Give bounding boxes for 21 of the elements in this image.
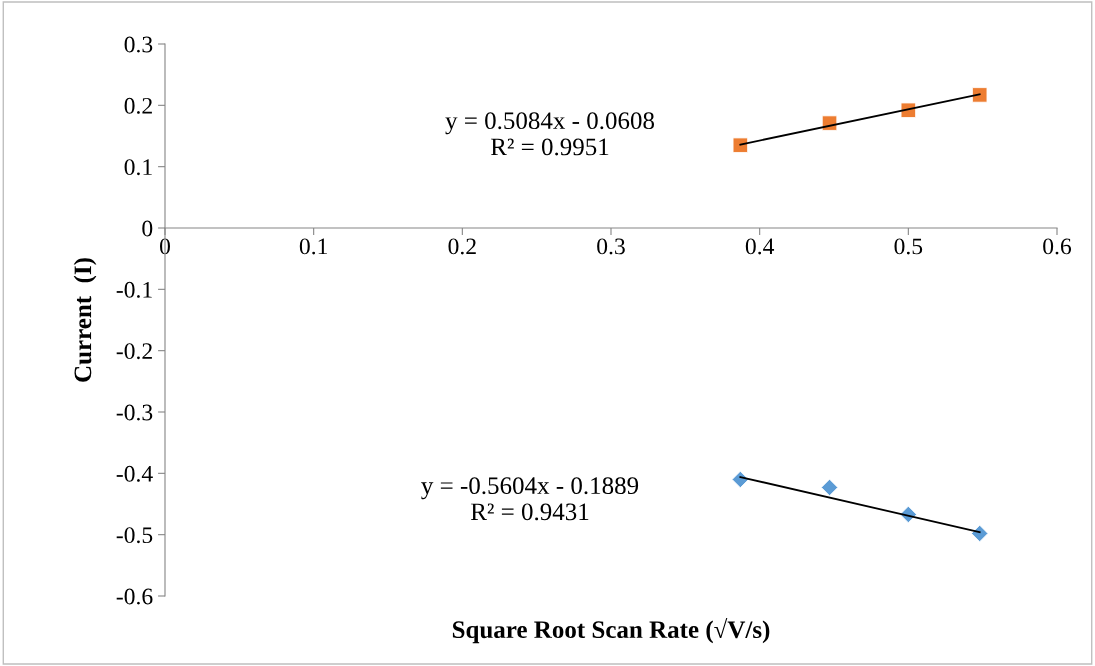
x-tick-label: 0.2: [448, 238, 476, 255]
y-tick-label: -0.1: [116, 281, 152, 298]
y-tick-label: -0.2: [116, 343, 152, 360]
y-tick-label: 0.3: [124, 36, 153, 53]
x-tick-label: 0: [160, 238, 170, 255]
annotation: y = 0.5084x - 0.0608 R² = 0.9951: [445, 112, 655, 156]
y-tick-label: -0.4: [116, 465, 153, 482]
x-tick-label: 0.4: [745, 238, 775, 255]
x-tick-label: 0.5: [894, 238, 923, 255]
y-tick-label: -0.6: [116, 588, 153, 605]
y-tick-label: -0.3: [116, 404, 153, 421]
x-tick-label: 0.6: [1043, 238, 1072, 255]
y-axis-title: Current (I): [73, 258, 97, 382]
x-tick-label: 0.1: [299, 238, 328, 255]
y-tick-label: 0.2: [124, 97, 152, 114]
annotation: y = -0.5604x - 0.1889 R² = 0.9431: [421, 477, 639, 521]
y-tick-label: -0.5: [116, 527, 153, 544]
x-axis-title: Square Root Scan Rate (√V/s): [452, 618, 770, 644]
y-tick-label: 0: [142, 220, 153, 237]
x-tick-label: 0.3: [597, 238, 625, 255]
y-tick-label: 0.1: [124, 159, 152, 176]
